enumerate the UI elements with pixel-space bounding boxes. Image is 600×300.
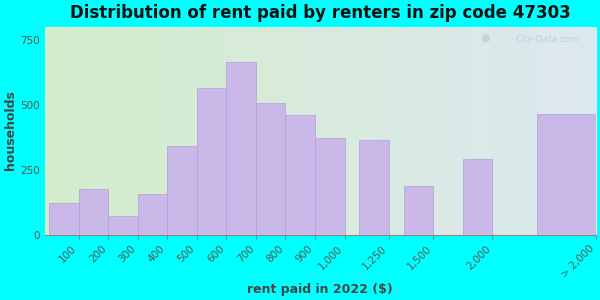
Bar bbox=[197, 88, 226, 235]
Text: ●: ● bbox=[480, 33, 490, 43]
Bar bbox=[256, 103, 286, 235]
Bar bbox=[226, 61, 256, 235]
Bar bbox=[463, 159, 493, 235]
Bar bbox=[167, 146, 197, 235]
Bar bbox=[286, 115, 315, 235]
Bar bbox=[79, 189, 108, 235]
Bar bbox=[315, 138, 344, 235]
Title: Distribution of rent paid by renters in zip code 47303: Distribution of rent paid by renters in … bbox=[70, 4, 571, 22]
Bar bbox=[537, 114, 596, 235]
Y-axis label: households: households bbox=[4, 91, 17, 170]
Bar bbox=[108, 216, 137, 235]
Bar bbox=[404, 187, 433, 235]
Bar bbox=[49, 203, 79, 235]
Text: City-Data.com: City-Data.com bbox=[515, 35, 579, 44]
Bar bbox=[137, 194, 167, 235]
X-axis label: rent paid in 2022 ($): rent paid in 2022 ($) bbox=[247, 283, 393, 296]
Bar bbox=[359, 140, 389, 235]
